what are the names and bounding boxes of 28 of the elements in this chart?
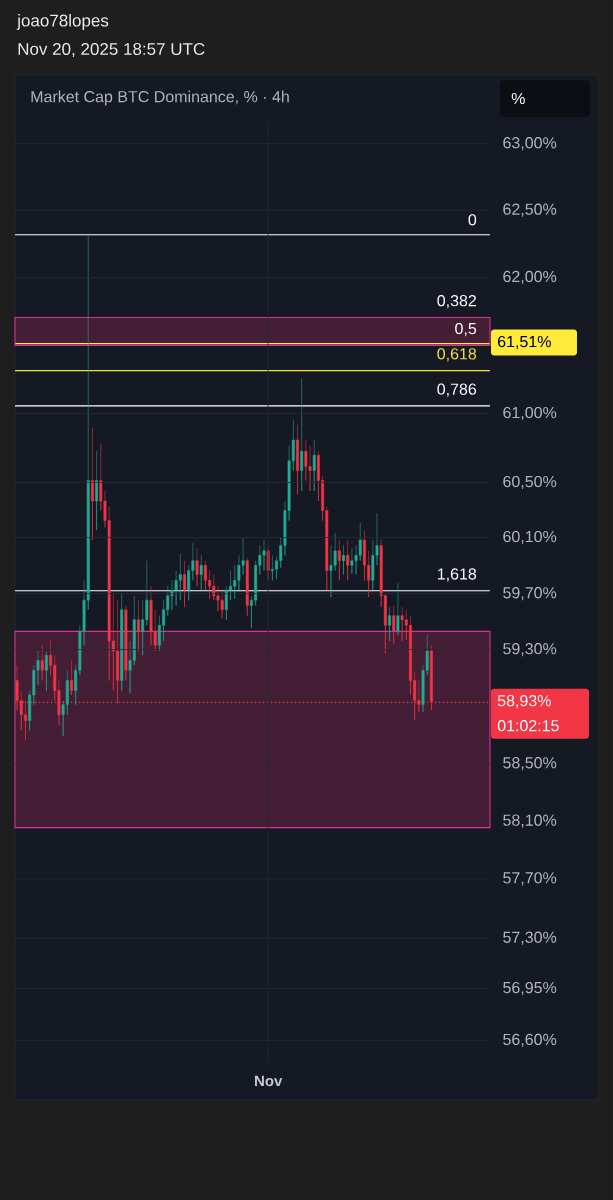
ref-line-label: 61,51% [498, 335, 551, 350]
y-tick-label: 56,60% [503, 1033, 557, 1047]
x-tick-label: Nov [255, 1075, 283, 1087]
y-tick-label: 58,10% [503, 814, 557, 828]
y-tick-label: 62,00% [503, 270, 557, 285]
y-tick-label: 63,00% [503, 137, 557, 151]
text: 01:02:15 [497, 719, 559, 732]
ref-line-label: 58,93% [497, 695, 551, 709]
annotation: 1,618 [437, 568, 477, 582]
y-tick-label: 57,30% [503, 931, 557, 945]
y-tick-label: 59,30% [503, 642, 557, 657]
annotation: 0,5 [455, 322, 477, 337]
y-tick-label: 56,95% [503, 981, 557, 996]
text: % [511, 92, 525, 105]
text: Nov 20, 2025 18:57 UTC [18, 42, 205, 58]
y-tick-label: 60,50% [503, 475, 557, 490]
y-tick-label: 62,50% [503, 203, 557, 217]
chart-title: Market Cap BTC Dominance, % · 4h [31, 90, 289, 106]
y-tick-label: 59,70% [503, 587, 557, 601]
y-tick-label: 58,50% [503, 757, 557, 771]
annotation: 0,618 [437, 348, 477, 362]
y-tick-label: 57,70% [503, 872, 557, 886]
annotation: 0,382 [437, 295, 476, 309]
annotation: 0,786 [437, 383, 477, 397]
y-tick-label: 61,00% [503, 406, 557, 421]
text: joao78lopes [16, 14, 109, 30]
annotation: 0 [468, 214, 477, 226]
y-tick-label: 60,10% [503, 530, 557, 545]
